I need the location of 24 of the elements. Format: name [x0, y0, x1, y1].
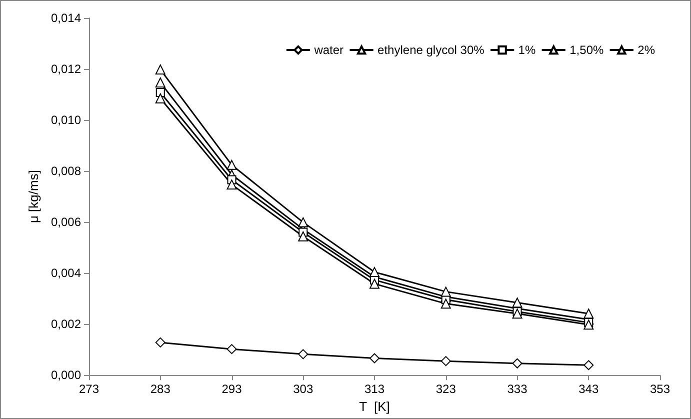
y-tick-label: 0,002 — [50, 317, 82, 332]
x-tick-label: 343 — [578, 382, 599, 396]
x-tick-label: 313 — [364, 382, 385, 396]
x-tick-label: 303 — [293, 382, 314, 396]
x-tick-label: 333 — [507, 382, 528, 396]
x-tick-label: 283 — [150, 382, 171, 396]
legend-label: water — [313, 43, 344, 57]
x-tick-label: 273 — [78, 382, 100, 396]
x-tick-label: 293 — [222, 382, 242, 396]
legend-label: 1,50% — [570, 43, 604, 57]
y-axis-title: μ [kg/ms] — [26, 170, 42, 224]
legend-label: ethylene glycol 30% — [378, 43, 485, 57]
y-tick-label: 0,000 — [50, 368, 82, 382]
y-tick-label: 0,004 — [50, 266, 82, 280]
x-tick-label: 353 — [650, 382, 670, 396]
y-tick-label: 0,010 — [50, 113, 82, 128]
y-tick-label: 0,012 — [50, 62, 82, 76]
x-axis-title: T [K] — [359, 399, 390, 414]
legend-label: 1% — [518, 43, 536, 57]
x-tick-label: 323 — [436, 382, 456, 396]
y-tick-label: 0,006 — [50, 215, 82, 230]
legend-label: 2% — [638, 43, 656, 57]
y-tick-label: 0,008 — [50, 164, 82, 178]
y-tick-label: 0,014 — [50, 11, 82, 25]
